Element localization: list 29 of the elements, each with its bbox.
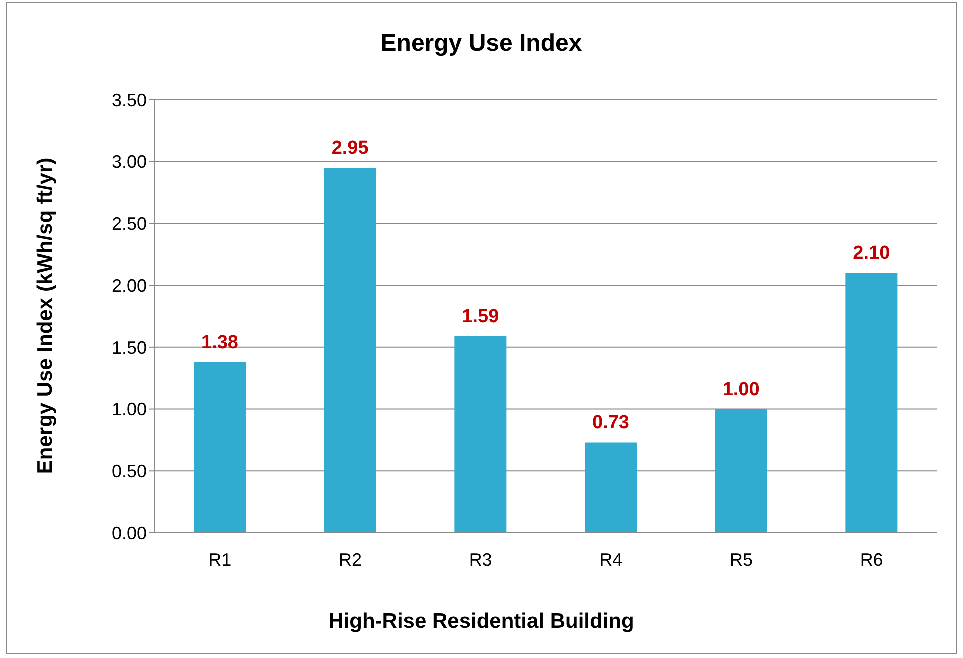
y-tick-label: 2.00 (112, 276, 147, 296)
x-tick-label: R3 (469, 550, 492, 570)
bar (454, 336, 507, 533)
y-tick-label: 1.00 (112, 400, 147, 420)
y-tick-label: 1.50 (112, 338, 147, 358)
data-label: 1.38 (202, 332, 238, 354)
x-tick-label: R5 (730, 550, 754, 570)
y-tick-label: 0.00 (112, 523, 147, 544)
x-tick-label: R2 (338, 550, 362, 570)
data-label: 0.73 (592, 412, 630, 434)
x-tick-label: R4 (600, 550, 623, 570)
bar (715, 409, 768, 533)
bar (324, 168, 376, 533)
data-label: 1.59 (462, 306, 500, 328)
x-tick-label: R1 (208, 550, 232, 570)
data-label: 2.10 (853, 243, 890, 264)
bar (194, 362, 246, 533)
data-label: 2.95 (332, 138, 370, 160)
x-axis-title: High-Rise Residential Building (328, 610, 636, 634)
y-tick-label: 2.50 (112, 214, 147, 234)
y-axis-title: Energy Use Index (kWh/sq ft/yr) (34, 158, 58, 474)
x-tick-label: R6 (860, 550, 884, 570)
y-tick-label: 0.50 (112, 462, 147, 482)
y-tick-label: 3.50 (112, 90, 147, 110)
bar (585, 442, 637, 533)
bar (846, 273, 898, 533)
chart-title: Energy Use Index (380, 30, 584, 58)
y-tick-label: 3.00 (112, 152, 147, 172)
data-label: 1.00 (722, 379, 760, 400)
